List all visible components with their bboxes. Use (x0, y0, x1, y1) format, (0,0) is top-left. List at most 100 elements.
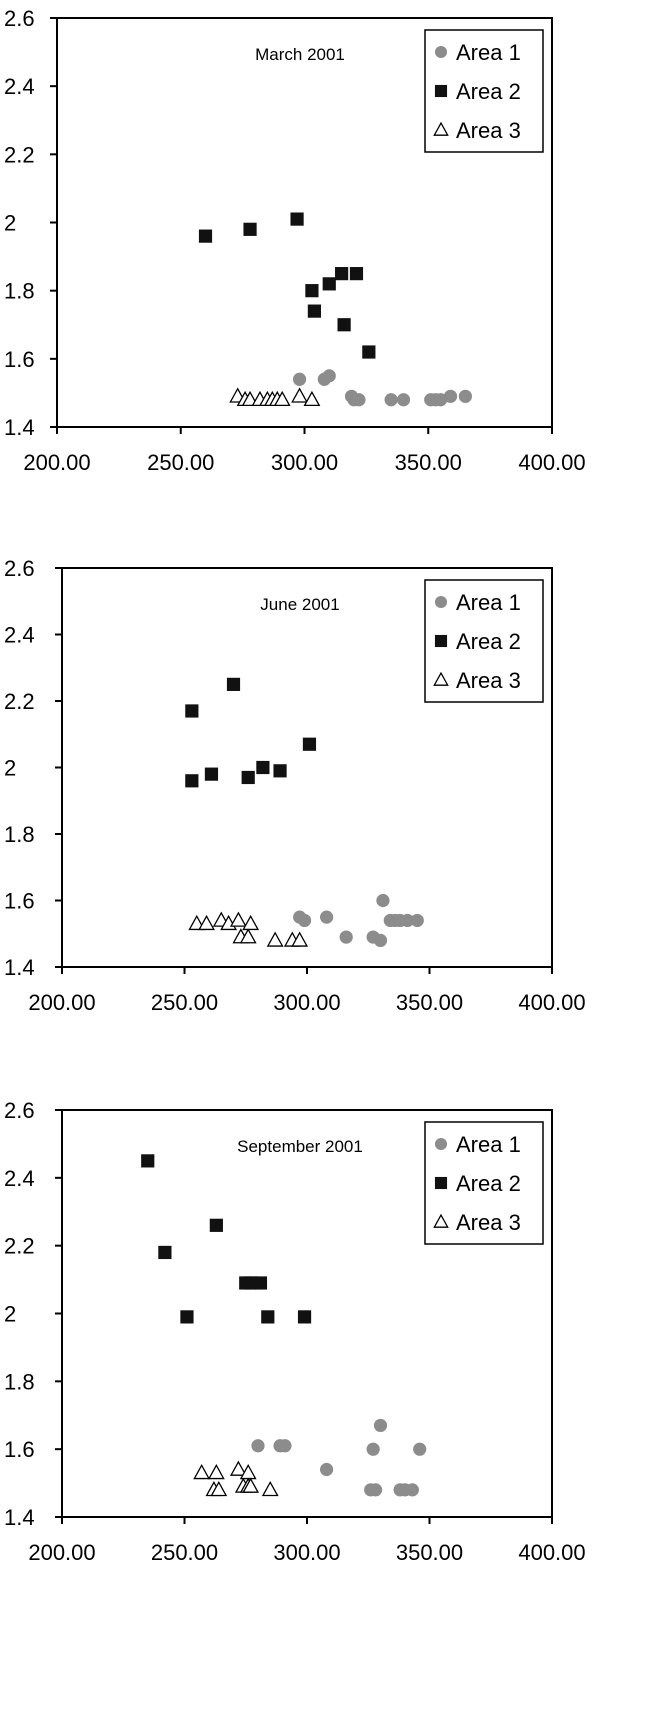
y-tick-label: 2.4 (4, 74, 35, 99)
y-tick-label: 2 (4, 211, 16, 236)
legend-marker-circle (434, 595, 448, 609)
y-tick-label: 2.2 (4, 1234, 35, 1259)
series-area-1 (293, 893, 424, 947)
data-point (400, 913, 415, 928)
x-tick-label: 400.00 (518, 450, 585, 475)
x-tick-label: 300.00 (271, 450, 338, 475)
x-tick-label: 200.00 (23, 450, 90, 475)
data-point (373, 933, 388, 947)
data-point (443, 389, 458, 403)
series-area-3 (193, 1460, 279, 1497)
y-tick-label: 1.8 (4, 822, 35, 847)
x-tick-label: 300.00 (273, 990, 340, 1015)
scatter-chart-2: 1.4 1.6 1.8 2 2.2 2.4 2.6 200.00 250.00 300.00 350… (4, 556, 586, 1015)
data-point (302, 737, 317, 751)
data-point (322, 277, 336, 291)
y-tick-label: 1.6 (4, 889, 35, 914)
legend-marker-square (434, 634, 448, 648)
data-point (292, 372, 307, 386)
series-area-1 (251, 1418, 427, 1497)
data-point (307, 304, 321, 318)
data-point (369, 1483, 383, 1497)
series-area-3 (229, 387, 321, 407)
x-tick-label: 200.00 (28, 1540, 95, 1565)
series-area-2 (141, 1154, 312, 1324)
chart-title: June 2001 (260, 595, 339, 614)
chart-title: March 2001 (255, 45, 345, 64)
data-point (320, 1462, 334, 1477)
scatter-chart-3: 1.4 1.6 1.8 2 2.2 2.4 2.6 200.00 250.00 300.00 350… (4, 1098, 586, 1565)
data-point (158, 1245, 172, 1260)
data-point (384, 393, 398, 407)
legend-label: Area 3 (456, 1210, 521, 1235)
legend-label: Area 2 (456, 1171, 521, 1196)
data-point (256, 760, 270, 775)
y-tick-label: 1.4 (4, 1505, 35, 1530)
y-tick-label: 1.6 (4, 347, 35, 372)
data-point (198, 229, 213, 243)
data-point (226, 677, 241, 691)
y-tick-label: 1.6 (4, 1437, 35, 1462)
data-point (303, 390, 321, 407)
legend-label: Area 2 (456, 79, 521, 104)
data-point (141, 1154, 155, 1168)
data-point (229, 911, 247, 927)
legend-label: Area 1 (456, 590, 521, 615)
legend-label: Area 1 (456, 40, 521, 65)
legend-label: Area 2 (456, 629, 521, 654)
data-point (305, 284, 319, 298)
legend-marker-triangle (433, 671, 449, 686)
data-point (273, 764, 287, 778)
data-point (434, 393, 448, 407)
data-point (291, 387, 308, 403)
data-point (241, 770, 255, 785)
data-point (207, 1464, 225, 1480)
data-point (266, 931, 284, 947)
data-point (241, 390, 259, 407)
data-point (261, 1310, 275, 1324)
legend: Area 1 Area 2 Area 3 (424, 579, 544, 703)
data-point (251, 1439, 265, 1453)
data-point (278, 1439, 292, 1453)
legend-marker-circle (434, 45, 448, 59)
y-tick-label: 2.4 (4, 1166, 35, 1191)
data-point (261, 1480, 279, 1497)
data-point (210, 1480, 228, 1497)
legend-label: Area 3 (456, 668, 521, 693)
data-point (366, 1442, 380, 1456)
data-point (185, 704, 199, 718)
x-tick-label: 250.00 (147, 450, 214, 475)
x-tick-label: 350.00 (396, 1540, 463, 1565)
data-point (413, 1442, 427, 1456)
data-point (204, 767, 219, 781)
data-point (410, 913, 424, 928)
y-tick-label: 1.4 (4, 415, 35, 440)
data-point (180, 1310, 194, 1324)
data-point (297, 913, 312, 928)
y-tick-label: 2 (4, 756, 16, 781)
legend-marker-triangle (433, 1213, 449, 1228)
y-tick-label: 2.2 (4, 142, 35, 167)
y-tick-label: 2.6 (4, 1098, 35, 1123)
legend-label: Area 3 (456, 118, 521, 143)
scatter-chart-1: 1.4 1.6 1.8 2 2.2 2.4 2.6 200.00 250.00 300.00 350… (4, 6, 586, 475)
data-point (193, 1464, 211, 1480)
y-tick-label: 1.8 (4, 1369, 35, 1394)
y-tick-label: 1.8 (4, 279, 35, 304)
x-tick-label: 250.00 (151, 1540, 218, 1565)
data-point (185, 774, 199, 788)
x-tick-label: 350.00 (395, 450, 462, 475)
data-point (320, 910, 334, 924)
data-point (376, 893, 390, 908)
data-point (322, 369, 336, 383)
series-area-2 (198, 212, 376, 359)
y-tick-label: 2.2 (4, 689, 35, 714)
data-point (198, 914, 215, 931)
data-point (239, 928, 257, 944)
data-point (290, 212, 304, 226)
data-point (458, 389, 472, 403)
data-point (373, 1418, 388, 1433)
data-point (273, 390, 291, 407)
x-tick-label: 400.00 (518, 1540, 585, 1565)
